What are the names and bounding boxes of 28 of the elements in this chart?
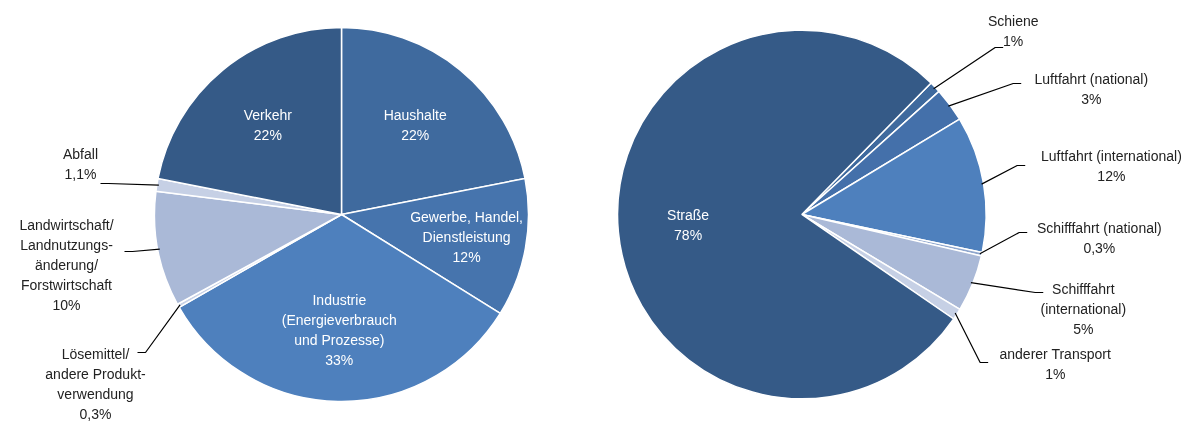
- data-label: 12%: [1097, 167, 1126, 184]
- slice-label: Industrie (Energieverbrauch und Prozesse): [281, 292, 397, 349]
- slice-label: Straße: [667, 207, 710, 224]
- data-label: 1%: [1045, 365, 1066, 382]
- slice-label: anderer Transport: [999, 345, 1111, 362]
- slice-label: Luftfahrt (international): [1040, 147, 1182, 164]
- data-label: 1%: [1003, 32, 1024, 49]
- slice-label: Schifffahrt (international): [1040, 280, 1127, 317]
- slice-label: Schiene: [987, 12, 1039, 29]
- data-label: 12%: [452, 249, 481, 266]
- data-label: 22%: [401, 126, 430, 143]
- slice-label: Gewerbe, Handel, Dienstleistung: [410, 209, 523, 246]
- slice-label: Haushalte: [383, 106, 447, 123]
- slice-label: Lösemittel/ andere Produkt- verwendung: [45, 345, 147, 402]
- data-label: 0,3%: [1083, 239, 1116, 256]
- data-label: 22%: [253, 126, 282, 143]
- data-label: 3%: [1081, 90, 1102, 107]
- data-label: 33%: [325, 352, 354, 369]
- data-label: 5%: [1073, 320, 1094, 337]
- slice-label: Luftfahrt (national): [1034, 70, 1149, 87]
- data-label: 78%: [674, 227, 703, 244]
- slice-label: Schifffahrt (national): [1036, 219, 1162, 236]
- data-label: 10%: [52, 296, 81, 313]
- slice-label: Abfall: [62, 145, 99, 162]
- slice-label: Verkehr: [243, 106, 293, 123]
- data-label: 0,3%: [79, 405, 112, 421]
- slice-label: Landwirtschaft/ Landnutzungs- änderung/ Forstwirtschaft: [19, 216, 114, 293]
- data-label: 1,1%: [64, 165, 97, 182]
